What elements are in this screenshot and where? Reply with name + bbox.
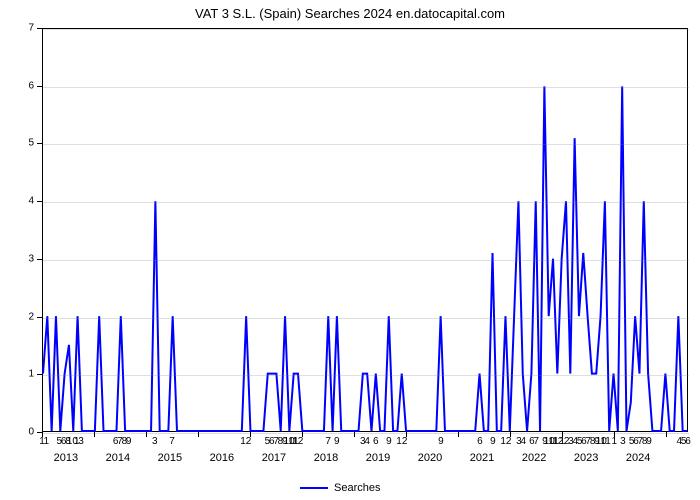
grid-y [43, 375, 689, 376]
ytick-label: 1 [0, 369, 34, 380]
month-label: 7 [169, 436, 175, 447]
ytick [37, 86, 42, 87]
grid-y [43, 433, 689, 434]
year-label: 2014 [106, 452, 130, 464]
grid-y [43, 144, 689, 145]
legend-swatch [300, 487, 328, 489]
xtick [94, 432, 95, 437]
xtick [614, 432, 615, 437]
xtick [146, 432, 147, 437]
xtick [302, 432, 303, 437]
month-label: 6 [477, 436, 483, 447]
xtick [250, 432, 251, 437]
year-label: 2013 [54, 452, 78, 464]
ytick-label: 6 [0, 80, 34, 91]
xtick [458, 432, 459, 437]
xtick [510, 432, 511, 437]
ytick-label: 2 [0, 311, 34, 322]
month-label: 3 [78, 436, 84, 447]
year-label: 2017 [262, 452, 286, 464]
ytick-label: 0 [0, 427, 34, 438]
year-label: 2016 [210, 452, 234, 464]
ytick-label: 3 [0, 253, 34, 264]
year-label: 2024 [626, 452, 650, 464]
ytick [37, 259, 42, 260]
month-label: 9 [126, 436, 132, 447]
month-label: 12 [292, 436, 303, 447]
chart-container: VAT 3 S.L. (Spain) Searches 2024 en.dato… [0, 0, 700, 500]
grid-y [43, 87, 689, 88]
ytick [37, 201, 42, 202]
ytick [37, 374, 42, 375]
month-label: 12 [396, 436, 407, 447]
year-label: 2015 [158, 452, 182, 464]
month-label: 9 [334, 436, 340, 447]
month-label: 9 [386, 436, 392, 447]
month-label: 9 [438, 436, 444, 447]
plot-area [42, 28, 688, 432]
xtick [42, 432, 43, 437]
grid-y [43, 318, 689, 319]
year-label: 2020 [418, 452, 442, 464]
month-label: 6 [373, 436, 379, 447]
year-label: 2022 [522, 452, 546, 464]
month-label: 1 [612, 436, 618, 447]
year-label: 2021 [470, 452, 494, 464]
xtick [666, 432, 667, 437]
month-label: 9 [646, 436, 652, 447]
year-label: 2023 [574, 452, 598, 464]
month-label: 7 [533, 436, 539, 447]
grid-y [43, 202, 689, 203]
xtick [406, 432, 407, 437]
ytick-label: 5 [0, 138, 34, 149]
month-label: 11 [600, 436, 610, 447]
month-label: 4 [520, 436, 526, 447]
grid-y [43, 29, 689, 30]
year-label: 2019 [366, 452, 390, 464]
data-line [43, 29, 687, 431]
month-label: 9 [490, 436, 496, 447]
ytick [37, 143, 42, 144]
month-label: 12 [500, 436, 511, 447]
chart-title: VAT 3 S.L. (Spain) Searches 2024 en.dato… [0, 6, 700, 21]
ytick-label: 4 [0, 196, 34, 207]
ytick [37, 317, 42, 318]
xtick [354, 432, 355, 437]
xtick [198, 432, 199, 437]
month-label: 1 [44, 436, 50, 447]
month-label: 4 [364, 436, 370, 447]
month-label: 3 [152, 436, 158, 447]
xtick [562, 432, 563, 437]
ytick-label: 7 [0, 23, 34, 34]
legend-label: Searches [334, 482, 380, 494]
year-label: 2018 [314, 452, 338, 464]
grid-y [43, 260, 689, 261]
month-label: 6 [685, 436, 691, 447]
ytick [37, 28, 42, 29]
month-label: 3 [620, 436, 626, 447]
month-label: 12 [240, 436, 251, 447]
legend: Searches [300, 482, 380, 494]
month-label: 7 [325, 436, 331, 447]
